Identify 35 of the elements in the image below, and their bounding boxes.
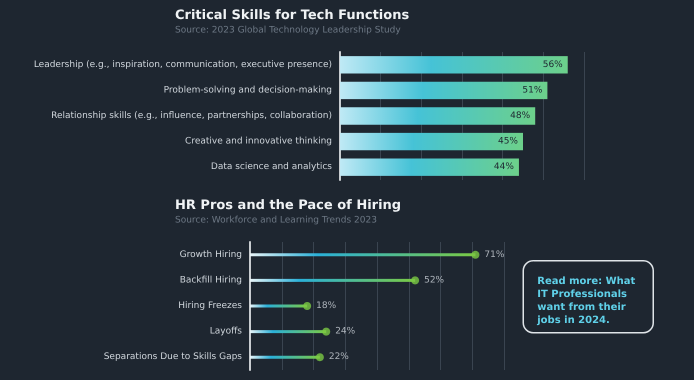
point [322,328,330,336]
y-tick-label: Layoffs [210,326,242,337]
y-tick-label: Relationship skills (e.g., influence, partnerships, collaboration) [51,111,332,121]
data-label: 51% [522,85,543,96]
bar [340,107,536,125]
data-label: 48% [510,111,531,121]
y-tick-label: Hiring Freezes [178,301,242,311]
chart-subtitle: Source: 2023 Global Technology Leadership Study [175,26,402,36]
y-tick-label: Growth Hiring [180,250,242,260]
bar [340,82,548,100]
y-tick-label: Backfill Hiring [180,275,242,286]
data-label: 52% [424,275,445,286]
bar [340,56,568,74]
y-tick-label: Separations Due to Skills Gaps [104,352,242,362]
data-label: 22% [328,352,350,362]
y-tick-label: Leadership (e.g., inspiration, communication, executive presence) [34,60,332,70]
point [303,302,312,310]
point [471,250,480,259]
y-tick-label: Creative and innovative thinking [185,136,332,147]
bar [340,158,519,176]
text: Read more: What IT Professionals want from their jobs in 2024. [536,276,639,326]
y-tick-label: Data science and analytics [210,162,332,172]
data-label: 56% [542,60,564,70]
chart-title: Critical Skills for Tech Functions [175,8,410,23]
data-label: 44% [494,162,514,172]
point [316,353,324,362]
data-label: 45% [498,136,518,147]
point [411,276,420,284]
data-label: 18% [316,301,337,311]
y-tick-label: Problem-solving and decision-making [164,85,332,96]
chart-subtitle: Source: Workforce and Learning Trends 2023 [175,216,377,226]
data-label: 71% [484,250,505,260]
bar [340,132,523,150]
chart-title: HR Pros and the Pace of Hiring [175,198,402,213]
data-label: 24% [335,326,356,337]
